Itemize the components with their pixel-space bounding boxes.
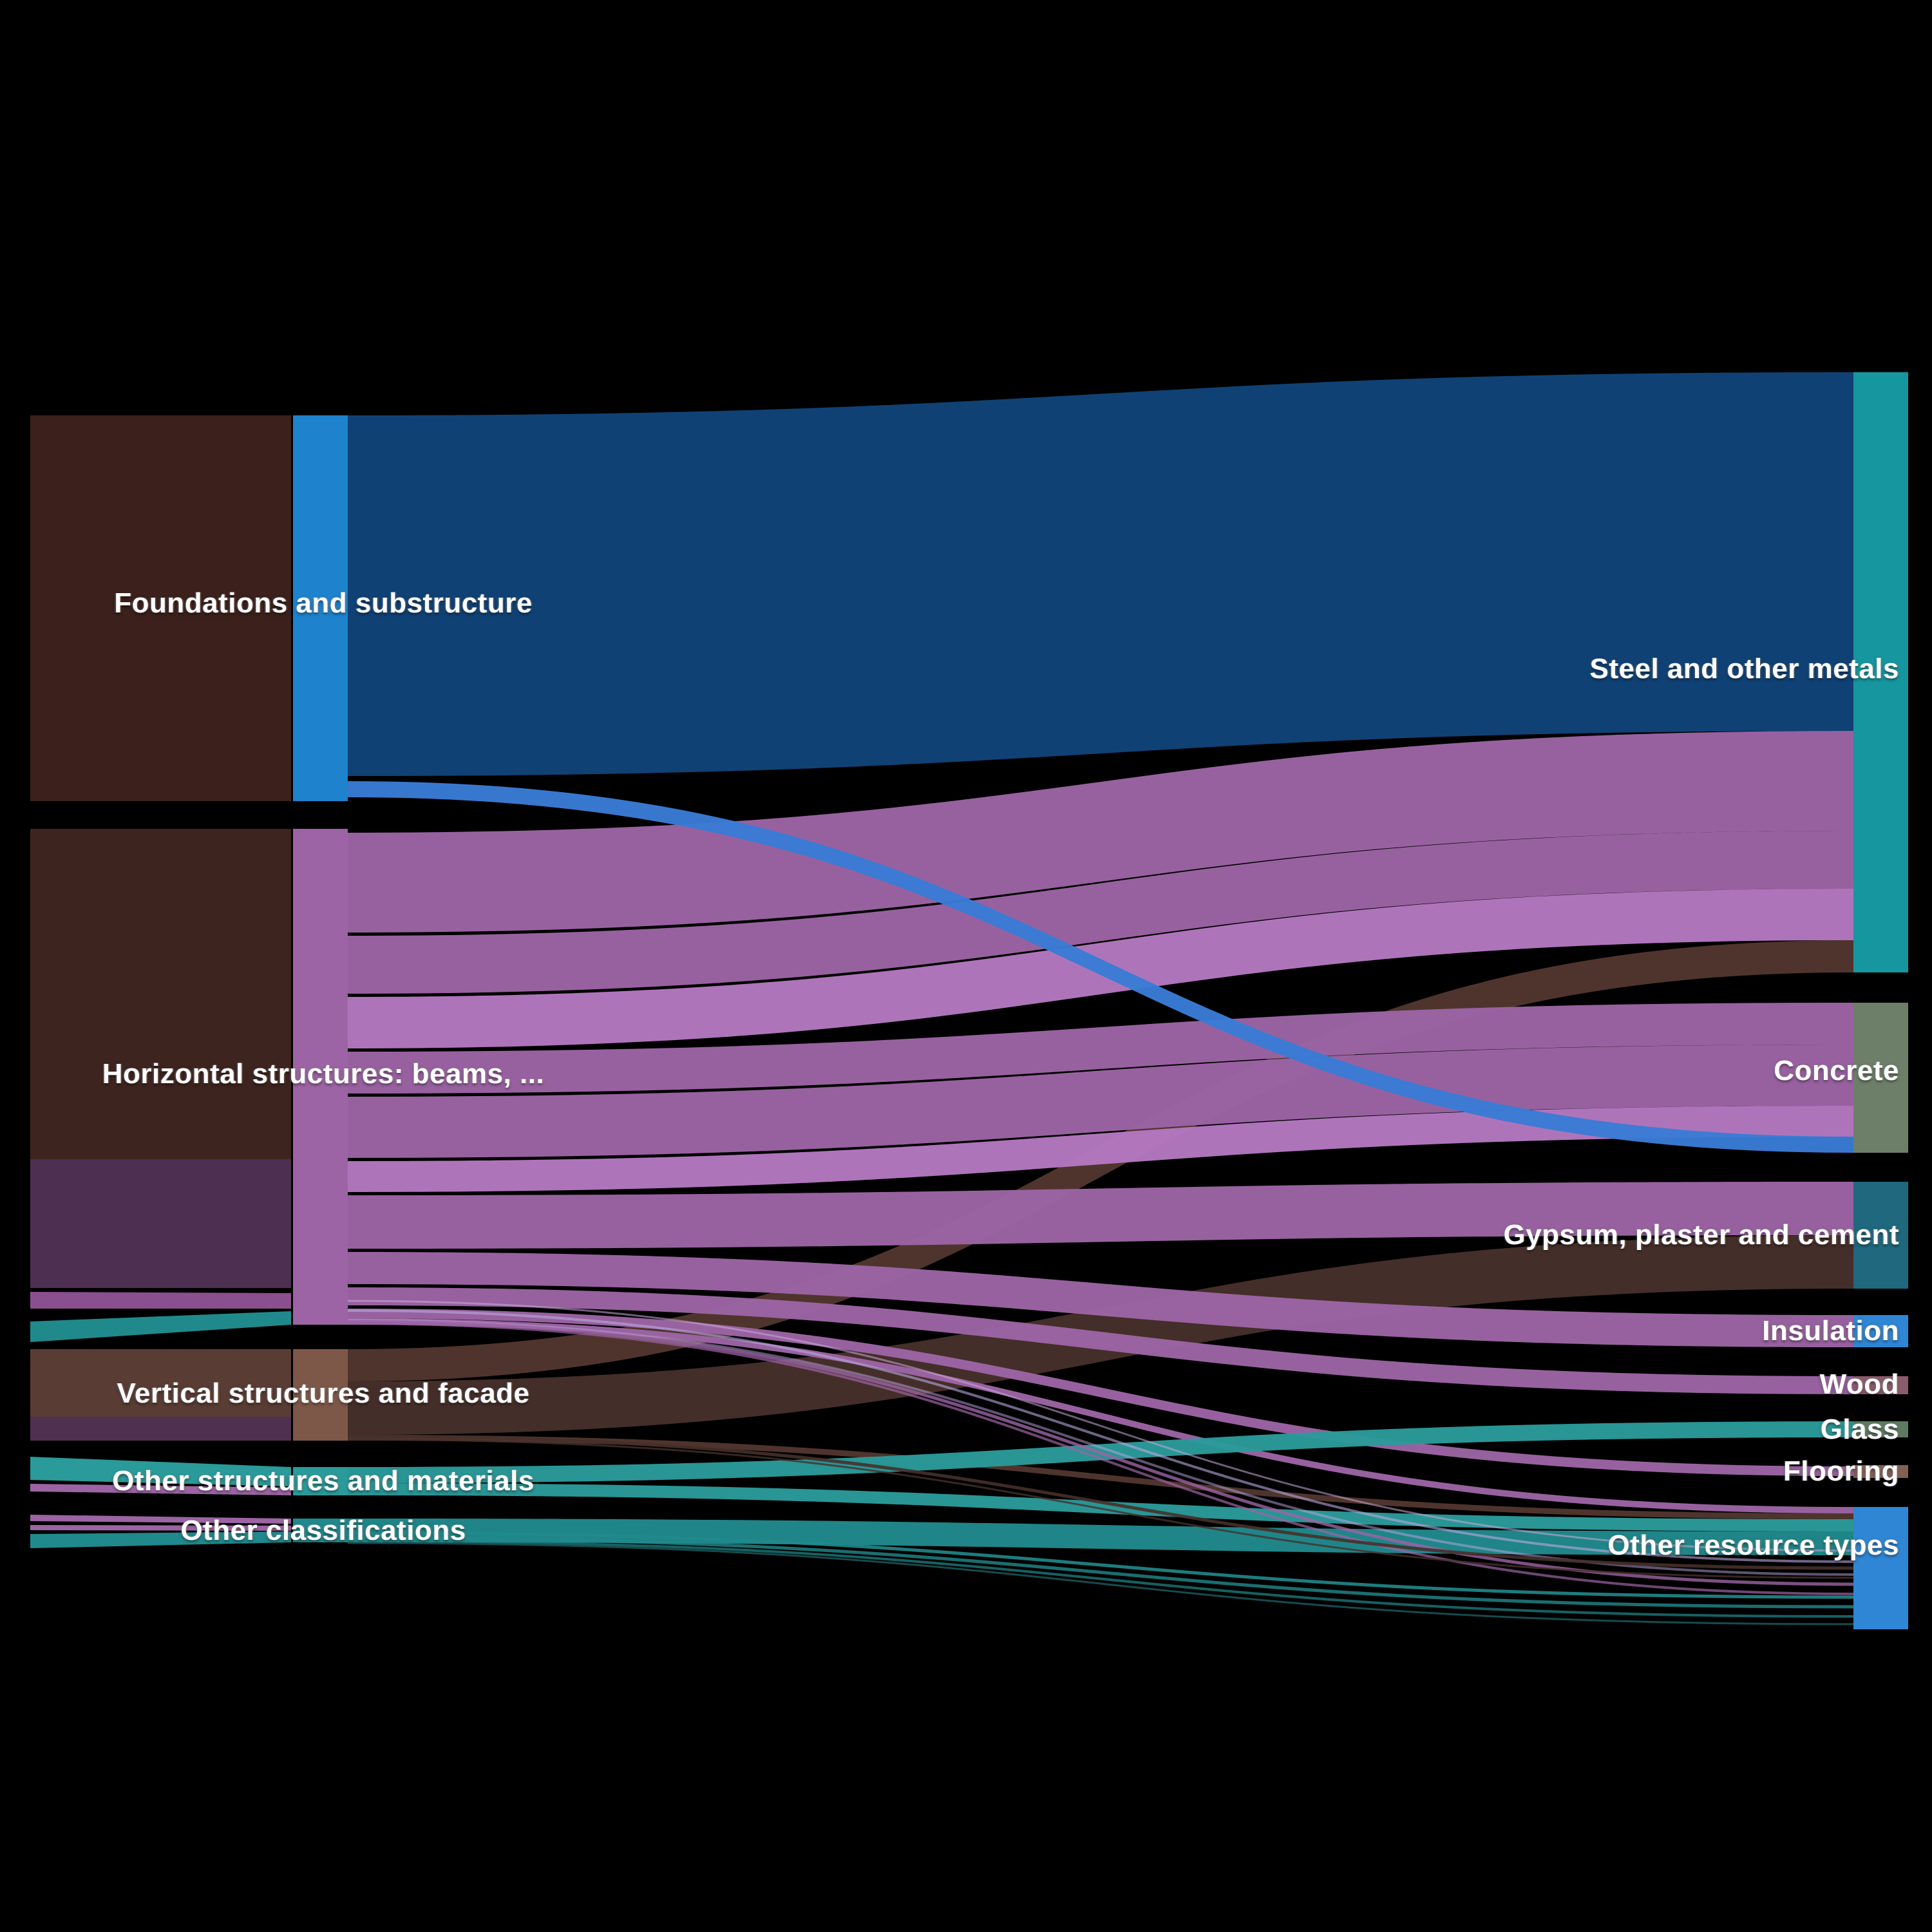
sankey-link-vertical-other_resources[interactable] <box>348 1435 1853 1519</box>
sankey-node-bar-flooring[interactable] <box>1853 1465 1908 1478</box>
sankey-node-bar-concrete[interactable] <box>1853 1003 1908 1153</box>
sankey-inflow-foundations[interactable] <box>30 415 291 801</box>
sankey-link-foundations-steel[interactable] <box>348 372 1853 776</box>
sankey-link-horizontal-concrete[interactable] <box>348 1106 1853 1192</box>
sankey-hairline <box>347 1434 1854 1570</box>
sankey-inflow-horizontal[interactable] <box>30 1311 291 1342</box>
sankey-hairline <box>347 1542 1854 1625</box>
sankey-node-bar-wood[interactable] <box>1853 1376 1908 1394</box>
node-label-glass: Glass <box>1820 1414 1899 1445</box>
sankey-node-bar-steel[interactable] <box>1853 372 1908 972</box>
node-label-flooring: Flooring <box>1783 1455 1899 1487</box>
sankey-link-horizontal-concrete[interactable] <box>348 1045 1853 1158</box>
sankey-link-horizontal-steel[interactable] <box>348 831 1853 994</box>
sankey-link-horizontal-steel[interactable] <box>348 731 1853 933</box>
node-label-horizontal-structures: Horizontal structures: beams, ... <box>102 1058 545 1090</box>
sankey-node-bar-insulation[interactable] <box>1853 1315 1908 1347</box>
sankey-hairline <box>347 1536 1854 1609</box>
sankey-inflow-other_classifications[interactable] <box>30 1531 291 1548</box>
sankey-inflow-other_structures[interactable] <box>30 1484 291 1495</box>
sankey-inflow-vertical[interactable] <box>30 1417 291 1441</box>
sankey-node-bar-gypsum[interactable] <box>1853 1182 1908 1289</box>
node-label-steel: Steel and other metals <box>1589 653 1899 685</box>
sankey-link-horizontal-other_resources[interactable] <box>348 1318 1853 1513</box>
sankey-link-other_structures-other_resources[interactable] <box>348 1483 1853 1531</box>
sankey-node-bar-vertical[interactable] <box>293 1349 348 1441</box>
sankey-inflow-vertical[interactable] <box>30 1349 291 1417</box>
sankey-node-bar-other_resources[interactable] <box>1853 1507 1908 1629</box>
sankey-node-bar-horizontal[interactable] <box>293 829 348 1325</box>
sankey-hairline <box>347 1300 1854 1552</box>
sankey-inflow-other_structures[interactable] <box>30 1457 291 1486</box>
sankey-link-horizontal-flooring[interactable] <box>348 1309 1853 1476</box>
sankey-link-other_classifications-other_resources[interactable] <box>348 1519 1853 1555</box>
sankey-node-bar-foundations[interactable] <box>293 415 348 801</box>
node-label-other-resources: Other resource types <box>1607 1530 1899 1561</box>
node-label-vertical-structures: Vertical structures and facade <box>117 1378 530 1409</box>
sankey-hairline <box>347 1540 1854 1618</box>
node-label-foundations: Foundations and substructure <box>114 587 533 619</box>
node-label-insulation: Insulation <box>1762 1315 1899 1347</box>
node-label-other-classifications: Other classifications <box>180 1515 466 1546</box>
sankey-inflow-horizontal[interactable] <box>30 829 291 1159</box>
sankey-hairline <box>347 1322 1854 1595</box>
sankey-node-bar-other_structures[interactable] <box>293 1467 348 1495</box>
sankey-hairline <box>347 1531 1854 1599</box>
sankey-link-horizontal-insulation[interactable] <box>348 1252 1853 1347</box>
sankey-link-foundations-concrete[interactable] <box>348 781 1853 1153</box>
sankey-inflow-other_classifications[interactable] <box>30 1515 291 1524</box>
node-label-wood: Wood <box>1819 1368 1899 1400</box>
sankey-inflow-horizontal[interactable] <box>30 1292 291 1309</box>
sankey-hairline <box>347 1309 1854 1563</box>
sankey-inflow-horizontal[interactable] <box>30 1159 291 1288</box>
sankey-hairline <box>347 1438 1854 1579</box>
node-label-concrete: Concrete <box>1774 1055 1899 1086</box>
sankey-node-bar-other_classifications[interactable] <box>293 1519 348 1542</box>
node-label-gypsum: Gypsum, plaster and cement <box>1503 1219 1899 1251</box>
sankey-hairline <box>347 1320 1854 1586</box>
sankey-link-horizontal-wood[interactable] <box>348 1287 1853 1394</box>
node-label-other-structures: Other structures and materials <box>112 1465 535 1497</box>
sankey-node-bar-glass[interactable] <box>1853 1421 1908 1437</box>
sankey-link-horizontal-gypsum[interactable] <box>348 1182 1853 1249</box>
sankey-inflow-other_classifications[interactable] <box>30 1525 291 1531</box>
sankey-link-horizontal-concrete[interactable] <box>348 1003 1853 1094</box>
